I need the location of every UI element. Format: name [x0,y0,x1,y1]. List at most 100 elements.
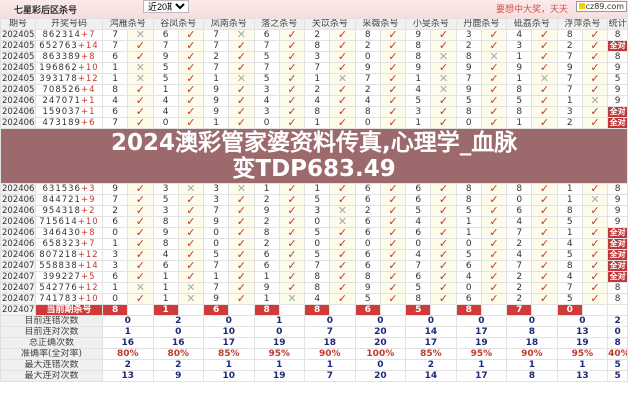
kill-number: 7 [455,73,482,85]
kill-number: 2 [101,205,129,217]
check-icon: ✓ [379,62,407,74]
current-kill: 6 [354,304,381,316]
kill-number: 9 [455,62,482,74]
kill-number: 0 [101,293,129,305]
check-icon: ✓ [127,117,154,129]
check-icon: ✓ [531,238,558,250]
table-row: 2024063631536+39✓3✕3✕1✓1✓6✓6✓8✓8✓1✓8 [0,183,628,195]
draw-numbers: 715614 [39,217,78,227]
check-icon: ✓ [531,293,558,305]
kill-number: 9 [203,293,230,305]
check-icon: ✓ [278,117,306,129]
row-stat: 全对 [607,227,628,239]
kill-number: 0 [506,194,533,206]
kill-number: 5 [354,293,381,305]
kill-number: 1 [556,183,583,195]
kill-number: 4 [405,216,432,228]
draw-result: 473189+6 [35,117,103,129]
kill-number: 6 [354,194,381,206]
draw-extra: +8 [80,52,96,62]
table-row: 2024068658323+71✓8✓0✓2✓0✓0✓0✓0✓2✓4✓全对 [0,238,628,250]
kill-number: 8 [455,194,482,206]
check-icon: ✓ [228,95,255,107]
stat-value: 2 [102,359,154,371]
check-icon: ✓ [228,282,255,294]
kill-number: 2 [354,40,381,52]
kill-number: 5 [506,95,533,107]
table-header: 期号 开奖号码 鸿雁杀号 谷凤杀号 凤南杀号 落之杀号 关苡杀号 采薇杀号 小旻杀号 丹鹿杀号 砥荔… [0,18,628,30]
kill-number: 0 [304,238,331,250]
stat-value: 8 [506,370,558,382]
kill-number: 5 [556,216,583,228]
check-icon: ✓ [480,84,508,96]
kill-number: 3 [304,51,331,63]
check-icon: ✓ [581,205,609,217]
kill-number: 2 [304,29,331,41]
kill-number: 5 [152,62,179,74]
column-header: 谷凤杀号 [152,18,205,30]
kill-number: 0 [455,282,482,294]
stat-value: 13 [556,370,609,382]
current-kill: 6 [203,304,230,316]
stat-value: 90% [304,348,356,360]
check-icon: ✓ [480,238,508,250]
check-icon: ✓ [531,194,558,206]
check-icon: ✓ [480,227,508,239]
check-icon: ✓ [329,227,356,239]
kill-number: 8 [405,40,432,52]
check-icon: ✓ [228,293,255,305]
logo-icon [578,3,585,9]
check-icon: ✓ [581,227,609,239]
kill-number: 4 [405,84,432,96]
check-icon: ✓ [430,293,457,305]
row-stat: 5 [607,73,628,85]
stat-value: 95% [556,348,609,360]
check-icon: ✓ [177,84,205,96]
table-row: 2024070558838+143✓6✓7✓6✓7✓6✓7✓6✓7✓8✓全对 [0,260,628,272]
kill-number: 7 [203,205,230,217]
check-icon: ✓ [278,84,306,96]
stat-label: 最大连对次数 [0,370,103,382]
kill-number: 3 [101,249,129,261]
kill-number: 8 [354,271,381,283]
check-icon: ✓ [127,40,154,52]
kill-number: 4 [152,95,179,107]
current-kill: 8 [101,304,129,316]
check-icon: ✓ [531,205,558,217]
kill-number: 1 [152,282,179,294]
stat-total: 40% [607,348,628,360]
empty-cell [607,304,628,316]
stat-value: 1 [102,326,154,338]
row-stat: 全对 [607,260,628,272]
check-icon: ✓ [278,95,306,107]
site-logo[interactable]: cz89.com [575,1,627,12]
kill-number: 6 [101,106,129,118]
empty-cell [379,304,407,316]
check-icon: ✓ [581,260,609,272]
check-icon: ✓ [480,117,508,129]
check-icon: ✓ [177,40,205,52]
kill-number: 4 [506,249,533,261]
kill-number: 5 [304,194,331,206]
check-icon: ✓ [581,62,609,74]
kill-badge: 7 [507,305,531,315]
kill-number: 2 [455,40,482,52]
kill-number: 2 [556,117,583,129]
kill-number: 4 [304,95,331,107]
kill-number: 1 [101,62,129,74]
kill-number: 5 [253,73,280,85]
check-icon: ✓ [531,117,558,129]
kill-number: 0 [354,238,381,250]
check-icon: ✓ [127,293,154,305]
check-icon: ✓ [480,260,508,272]
check-icon: ✓ [531,51,558,63]
stat-value: 0 [455,315,508,327]
stat-value: 0 [253,326,306,338]
stat-value: 0 [354,315,407,327]
period-select[interactable]: 近20期 [143,0,189,13]
stat-label: 目前连对次数 [0,326,103,338]
check-icon: ✓ [531,282,558,294]
kill-number: 7 [506,227,533,239]
